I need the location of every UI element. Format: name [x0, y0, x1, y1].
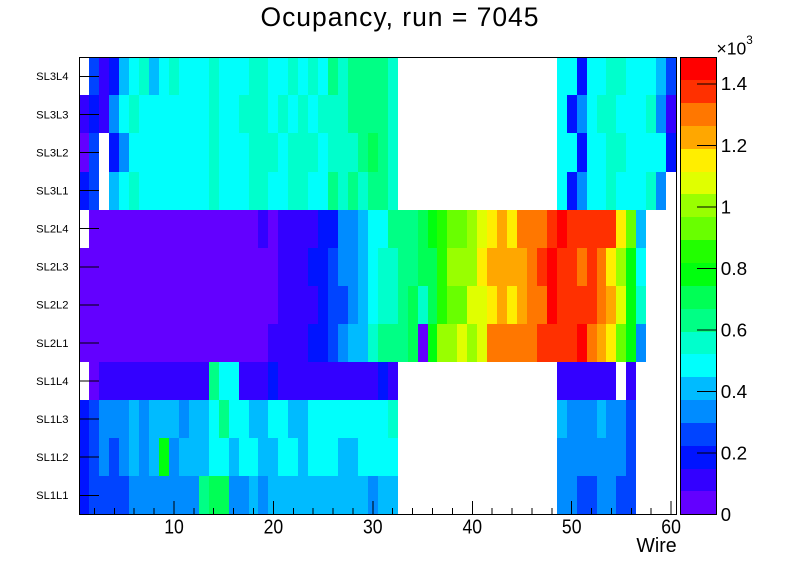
svg-text:SL3L1: SL3L1 — [36, 186, 68, 198]
svg-text:SL3L2: SL3L2 — [36, 147, 68, 159]
svg-text:0.6: 0.6 — [721, 319, 747, 340]
svg-text:1: 1 — [721, 196, 731, 217]
svg-text:Ocupancy, run = 7045: Ocupancy, run = 7045 — [261, 2, 539, 32]
svg-text:SL1L2: SL1L2 — [36, 452, 68, 464]
svg-text:50: 50 — [562, 516, 582, 538]
svg-text:Wire: Wire — [636, 535, 676, 557]
svg-text:SL2L4: SL2L4 — [36, 224, 68, 236]
svg-text:10: 10 — [164, 516, 184, 538]
svg-text:0.2: 0.2 — [721, 442, 747, 463]
svg-text:0: 0 — [721, 504, 731, 525]
svg-text:SL1L3: SL1L3 — [36, 414, 68, 426]
svg-text:SL1L1: SL1L1 — [36, 490, 68, 502]
svg-text:SL2L1: SL2L1 — [36, 338, 68, 350]
svg-text:SL2L3: SL2L3 — [36, 262, 68, 274]
svg-text:SL3L4: SL3L4 — [36, 71, 68, 83]
svg-text:1.4: 1.4 — [721, 73, 747, 94]
svg-text:SL3L3: SL3L3 — [36, 109, 68, 121]
svg-text:60: 60 — [661, 516, 681, 538]
svg-text:0.4: 0.4 — [721, 381, 747, 402]
svg-text:40: 40 — [463, 516, 483, 538]
svg-text:SL1L4: SL1L4 — [36, 376, 68, 388]
svg-text:0.8: 0.8 — [721, 258, 747, 279]
svg-text:20: 20 — [264, 516, 284, 538]
svg-text:SL2L2: SL2L2 — [36, 300, 68, 312]
svg-text:30: 30 — [363, 516, 383, 538]
svg-text:1.2: 1.2 — [721, 135, 747, 156]
